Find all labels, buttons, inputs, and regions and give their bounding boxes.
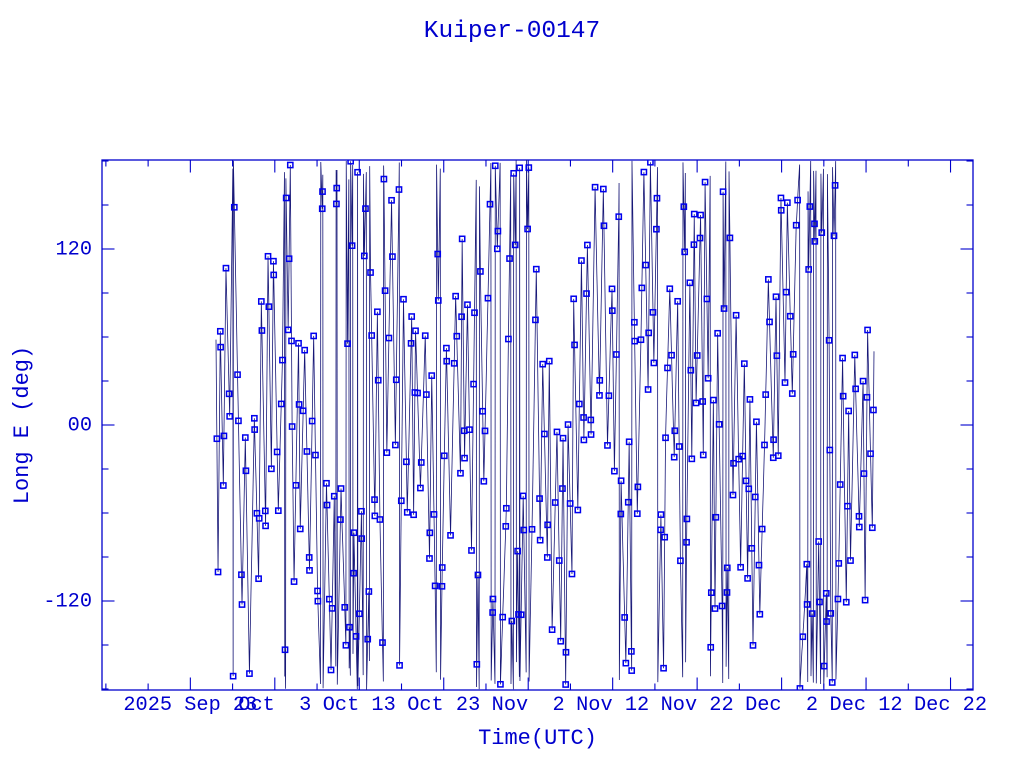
svg-text:Dec 2: Dec 2 <box>745 694 818 717</box>
svg-text:00: 00 <box>68 414 92 437</box>
svg-text:Long E (deg): Long E (deg) <box>10 346 35 504</box>
svg-text:Time(UTC): Time(UTC) <box>478 726 597 751</box>
svg-text:Nov 12: Nov 12 <box>576 694 649 717</box>
svg-text:120: 120 <box>55 238 92 261</box>
svg-text:-120: -120 <box>43 590 92 613</box>
svg-text:Oct 3: Oct 3 <box>238 694 311 717</box>
svg-text:2025 Sep 23: 2025 Sep 23 <box>123 694 257 717</box>
svg-text:Dec 22: Dec 22 <box>914 694 987 717</box>
svg-text:Kuiper-00147: Kuiper-00147 <box>424 18 600 45</box>
svg-text:Nov 2: Nov 2 <box>492 694 565 717</box>
svg-text:Nov 22: Nov 22 <box>661 694 734 717</box>
svg-text:Dec 12: Dec 12 <box>830 694 903 717</box>
svg-text:Oct 23: Oct 23 <box>407 694 480 717</box>
svg-text:Oct 13: Oct 13 <box>323 694 396 717</box>
